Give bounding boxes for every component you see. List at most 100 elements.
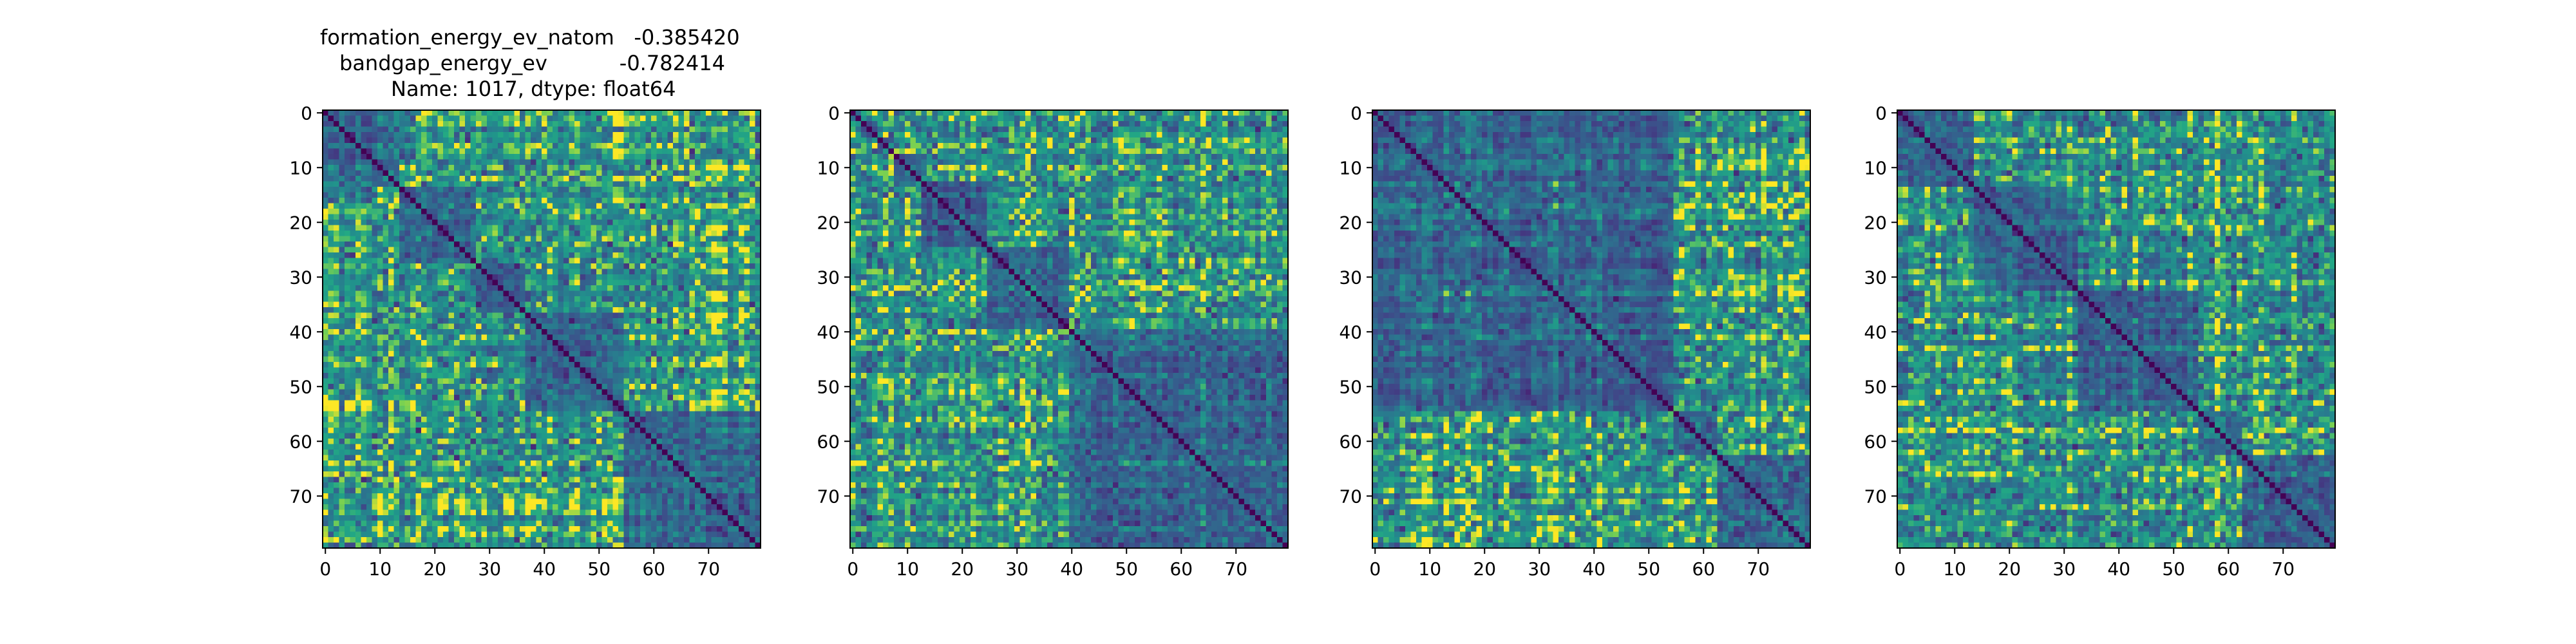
heatmap-cell: [454, 204, 460, 209]
heatmap-cell: [520, 258, 526, 264]
heatmap-cell: [629, 176, 635, 182]
heatmap-cell: [706, 127, 712, 133]
heatmap-cell: [339, 165, 345, 171]
heatmap-cell: [438, 121, 444, 127]
heatmap-cell: [607, 110, 613, 116]
heatmap-cell: [536, 417, 542, 422]
heatmap-cell: [366, 357, 372, 363]
heatmap-cell: [690, 269, 696, 275]
heatmap-cell: [536, 252, 542, 258]
heatmap-cell: [613, 209, 619, 214]
heatmap-cell: [416, 116, 422, 122]
heatmap-cell: [574, 346, 580, 352]
heatmap-cell: [728, 165, 734, 171]
heatmap-cell: [504, 384, 509, 390]
heatmap-cell: [734, 198, 739, 204]
heatmap-cell: [536, 116, 542, 122]
heatmap-cell: [542, 149, 547, 155]
heatmap-cell: [640, 127, 646, 133]
heatmap-cell: [323, 324, 328, 330]
heatmap-cell: [553, 176, 558, 182]
heatmap-cell: [701, 280, 706, 286]
heatmap-cell: [585, 214, 591, 220]
heatmap-cell: [339, 357, 345, 363]
heatmap-cell: [624, 357, 630, 363]
heatmap-cell: [646, 318, 652, 324]
heatmap-cell: [690, 110, 696, 116]
heatmap-cell: [728, 433, 734, 439]
heatmap-cell: [454, 357, 460, 363]
heatmap-cell: [723, 143, 728, 149]
heatmap-cell: [520, 280, 526, 286]
heatmap-cell: [624, 274, 630, 280]
heatmap-cell: [547, 335, 553, 341]
heatmap-cell: [476, 149, 482, 155]
heatmap-cell: [355, 285, 361, 291]
heatmap-cell: [668, 335, 674, 341]
heatmap-cell: [591, 351, 597, 357]
heatmap-cell: [668, 220, 674, 225]
heatmap-cell: [558, 242, 564, 247]
heatmap-cell: [465, 412, 471, 417]
heatmap-cell: [345, 362, 350, 368]
heatmap-cell: [487, 220, 493, 225]
heatmap-cell: [355, 193, 361, 198]
heatmap-cell: [498, 220, 504, 225]
heatmap-cell: [339, 274, 345, 280]
heatmap-cell: [717, 209, 723, 214]
heatmap-cell: [629, 395, 635, 401]
heatmap-cell: [334, 258, 339, 264]
heatmap-cell: [526, 127, 531, 133]
heatmap-cell: [668, 198, 674, 204]
heatmap-cell: [635, 433, 641, 439]
heatmap-cell: [547, 220, 553, 225]
heatmap-cell: [493, 193, 498, 198]
heatmap-cell: [377, 329, 383, 335]
heatmap-cell: [712, 214, 717, 220]
heatmap-cell: [574, 225, 580, 231]
heatmap-cell: [690, 346, 696, 352]
heatmap-cell: [569, 252, 575, 258]
heatmap-cell: [712, 165, 717, 171]
heatmap-cell: [355, 351, 361, 357]
heatmap-cell: [520, 433, 526, 439]
heatmap-cell: [553, 428, 558, 433]
heatmap-cell: [558, 138, 564, 144]
heatmap-cell: [558, 127, 564, 133]
heatmap-cell: [515, 263, 520, 269]
heatmap-cell: [662, 149, 668, 155]
heatmap-cell: [624, 324, 630, 330]
heatmap-cell: [504, 368, 509, 374]
heatmap-cell: [640, 263, 646, 269]
heatmap-cell: [723, 274, 728, 280]
heatmap-cell: [640, 149, 646, 155]
heatmap-cell: [504, 247, 509, 253]
heatmap-cell: [443, 329, 449, 335]
heatmap-cell: [580, 171, 586, 176]
heatmap-cell: [383, 154, 389, 160]
heatmap-cell: [651, 335, 657, 341]
heatmap-cell: [607, 346, 613, 352]
heatmap-cell: [531, 362, 536, 368]
heatmap-cell: [651, 193, 657, 198]
heatmap-cell: [706, 160, 712, 166]
heatmap-cell: [624, 296, 630, 302]
heatmap-cell: [460, 258, 466, 264]
heatmap-cell: [394, 171, 400, 176]
heatmap-cell: [504, 138, 509, 144]
heatmap-cell: [739, 214, 744, 220]
heatmap-cell: [728, 247, 734, 253]
heatmap-cell: [383, 225, 389, 231]
heatmap-cell: [454, 193, 460, 198]
heatmap-cell: [498, 138, 504, 144]
heatmap-cell: [531, 160, 536, 166]
heatmap-cell: [569, 368, 575, 374]
heatmap-cell: [531, 143, 536, 149]
heatmap-cell: [684, 351, 690, 357]
heatmap-cell: [345, 247, 350, 253]
heatmap-cell: [361, 340, 367, 346]
heatmap-cell: [569, 132, 575, 138]
heatmap-cell: [399, 258, 405, 264]
heatmap-cell: [624, 214, 630, 220]
heatmap-cell: [536, 132, 542, 138]
